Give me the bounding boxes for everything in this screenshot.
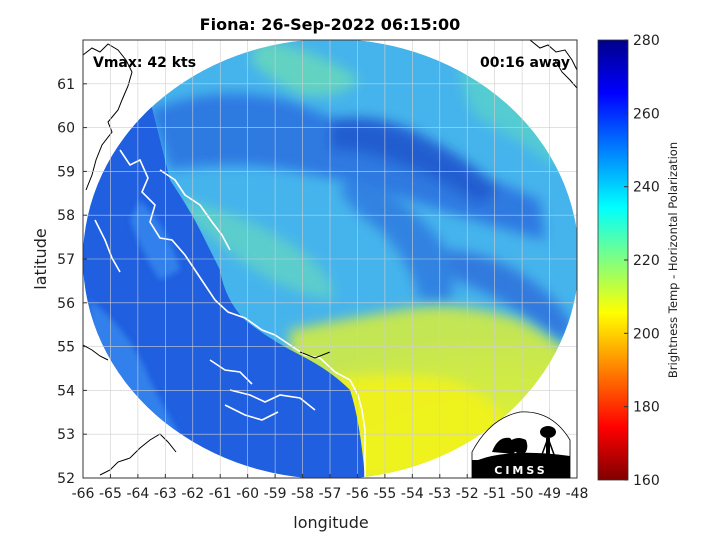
x-ticks: -66 -65 -64 -63 -62 -61 -60 -59 -58 -57 -56 -55 -54-…: [72, 474, 589, 502]
colorbar-tick-label: 200: [633, 326, 660, 342]
x-tick-label: -56: [346, 486, 369, 502]
colorbar-tick-label: 280: [633, 33, 660, 49]
vmax-label: Vmax: 42 kts: [93, 55, 196, 71]
colorbar-tick-label: 220: [633, 253, 660, 269]
x-tick-label: -52: [456, 486, 479, 502]
x-tick-label: -65: [99, 486, 122, 502]
colorbar-label: Brightness Temp - Horizontal Polarizatio…: [666, 142, 680, 378]
y-tick-label: 59: [57, 164, 75, 180]
x-tick-label: -64: [126, 486, 149, 502]
x-tick-label: -66: [72, 486, 95, 502]
y-tick-label: 56: [57, 296, 75, 312]
cimss-logo: CIMSS: [471, 411, 571, 479]
chart-title: Fiona: 26-Sep-2022 06:15:00: [200, 15, 461, 34]
time-away-label: 00:16 away: [480, 55, 570, 71]
water-tower-icon: [546, 438, 550, 460]
y-tick-label: 52: [57, 471, 75, 487]
x-tick-label: -59: [264, 486, 287, 502]
y-tick-label: 58: [57, 208, 75, 224]
y-tick-label: 61: [57, 77, 75, 93]
x-tick-label: -54: [401, 486, 424, 502]
coastline-white: [94, 149, 366, 478]
x-tick-label: -55: [373, 486, 396, 502]
y-ticks: 52 53 54 55 56 57 58 59 60 61: [57, 77, 87, 487]
coastline-black: [83, 40, 577, 476]
x-tick-label: -58: [291, 486, 314, 502]
colorbar-tick-label: 180: [633, 400, 660, 416]
y-tick-label: 55: [57, 340, 75, 356]
x-tick-label: -53: [428, 486, 451, 502]
x-tick-label: -50: [511, 486, 534, 502]
logo-text: CIMSS: [494, 464, 547, 477]
map-grid: [82, 40, 578, 479]
y-tick-label: 53: [57, 427, 75, 443]
y-tick-label: 60: [57, 121, 75, 137]
x-tick-label: -57: [319, 486, 342, 502]
x-tick-label: -60: [236, 486, 259, 502]
x-tick-label: -51: [483, 486, 506, 502]
x-tick-label: -62: [181, 486, 204, 502]
colorbar-ticks: 160 180 200 220 240 260 280: [624, 33, 660, 489]
colorbar-tick-label: 240: [633, 180, 660, 196]
colorbar: [597, 39, 629, 481]
y-tick-label: 54: [57, 383, 75, 399]
x-tick-label: -48: [566, 486, 589, 502]
colorbar-tick-label: 260: [633, 106, 660, 122]
x-axis-label: longitude: [293, 513, 368, 532]
colorbar-tick-label: 160: [633, 473, 660, 489]
y-tick-label: 57: [57, 252, 75, 268]
x-tick-label: -49: [538, 486, 561, 502]
y-axis-label: latitude: [31, 228, 50, 289]
x-tick-label: -63: [154, 486, 177, 502]
x-tick-label: -61: [209, 486, 232, 502]
